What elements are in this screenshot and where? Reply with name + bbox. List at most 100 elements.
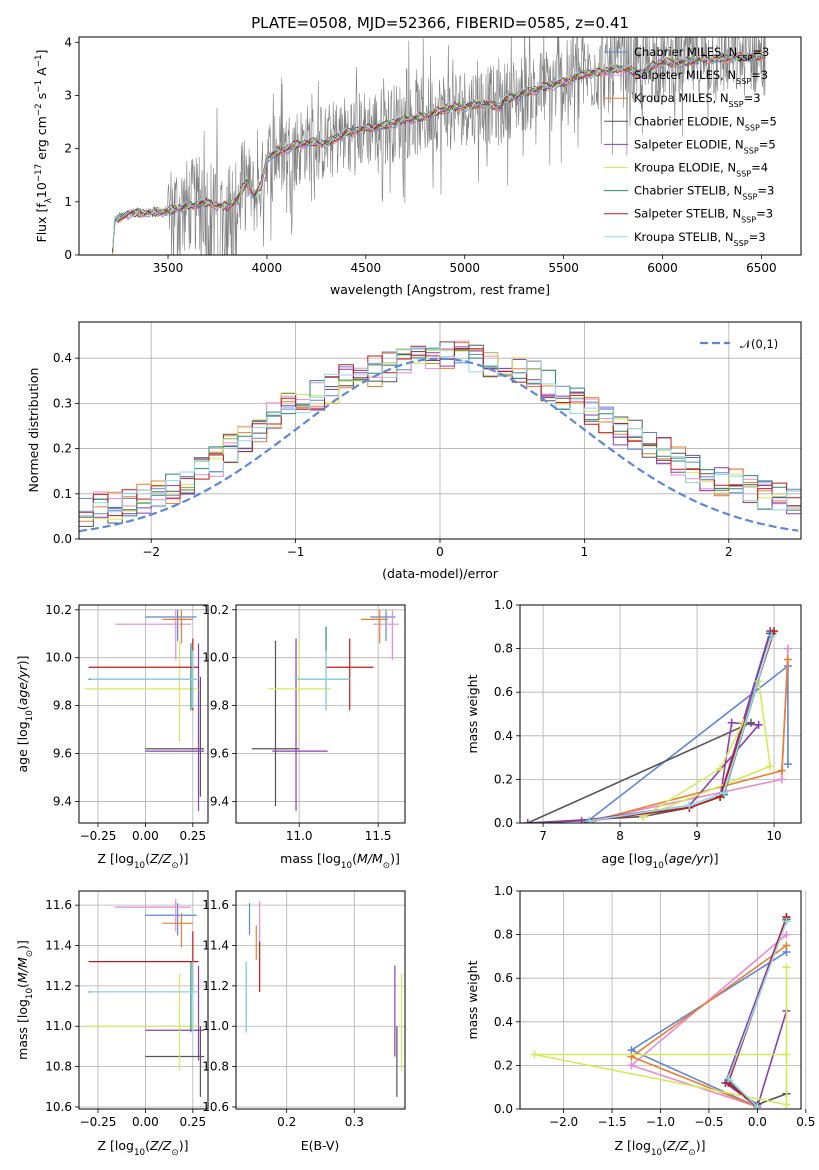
y-tick-label: 0.4: [494, 729, 513, 743]
weight-marker: [782, 917, 791, 926]
y-tick-label: 11.2: [45, 979, 72, 993]
gaussian-curve: [79, 357, 799, 533]
mass-vs-EBV-frame: [235, 890, 406, 1110]
y-tick-label: 0.2: [53, 442, 72, 456]
mass-vs-EBV-plot-area: [245, 901, 403, 1097]
weight-marker: [720, 788, 729, 797]
x-tick-label: 8: [616, 829, 624, 843]
x-tick-label: −0.25: [80, 1115, 117, 1129]
x-tick-label: 0.00: [132, 829, 159, 843]
spectrum-frame: [78, 36, 802, 256]
hist-kroupa-stelib: [79, 346, 801, 513]
x-tick-label: 4500: [351, 261, 382, 275]
hist-salpeter-miles: [79, 340, 801, 517]
y-tick-label: 2: [64, 142, 72, 156]
weight-vs-age-frame: [519, 604, 802, 824]
legend-entry: Salpeter ELODIE, NSSP=5: [634, 137, 776, 155]
legend-entry: Chabrier STELIB, NSSP=3: [634, 184, 774, 202]
weight-marker: [585, 816, 594, 823]
weight-line: [527, 630, 771, 823]
age-vs-Z-plot-area: [84, 609, 205, 812]
x-tick-label: 1: [581, 545, 589, 559]
weight-vs-Z-axes: [516, 890, 807, 1113]
legend-entry: Chabrier MILES, NSSP=3: [634, 45, 769, 63]
x-tick-label: −1: [287, 545, 305, 559]
y-axis-label: mass weight: [465, 674, 480, 753]
residuals-axes: [75, 321, 802, 543]
y-axis-label: mass weight: [465, 960, 480, 1039]
y-tick-label: 0.6: [494, 971, 513, 985]
x-axis-label: E(B-V): [301, 1138, 340, 1153]
hist-ylabel: Normed distribution: [26, 368, 41, 493]
spectrum-xlabel: wavelength [Angstrom, rest frame]: [330, 282, 550, 297]
y-tick-label: 1.0: [494, 884, 513, 898]
age-vs-mass-plot-area: [251, 609, 399, 812]
model-kroupa-stelib: [112, 50, 766, 249]
spectrum-axes: [75, 36, 802, 259]
y-tick-label: 3: [64, 88, 72, 102]
hist-xlabel: (data-model)/error: [382, 566, 499, 581]
weight-line: [724, 916, 788, 1109]
weight-marker: [782, 963, 791, 972]
x-tick-label: 6000: [647, 261, 678, 275]
weight-line: [534, 967, 788, 1106]
x-tick-label: 0.2: [277, 1115, 296, 1129]
y-tick-label: 0.3: [53, 396, 72, 410]
y-tick-label: 9.6: [210, 747, 229, 761]
x-tick-label: 7: [539, 829, 547, 843]
y-tick-label: 9.6: [53, 747, 72, 761]
weight-marker: [727, 718, 736, 727]
observed-spectrum: [112, 37, 766, 255]
weight-marker: [753, 1102, 762, 1109]
hist-chabrier-elodie: [79, 341, 801, 527]
y-tick-label: 11.2: [202, 979, 229, 993]
age-vs-Z-axes: [75, 604, 209, 827]
mass-vs-Z-plot-area: [84, 899, 205, 1097]
x-tick-label: 0.00: [132, 1115, 159, 1129]
legend-entry: Salpeter STELIB, NSSP=3: [634, 207, 773, 225]
weight-marker: [782, 941, 791, 950]
age-vs-Z-frame: [78, 604, 209, 824]
y-tick-label: 0.0: [53, 532, 72, 546]
legend-entry: Kroupa MILES, NSSP=3: [634, 91, 761, 109]
x-axis-label: mass [log10(M/M⊙)]: [280, 851, 400, 871]
hist-kroupa-elodie: [79, 348, 801, 520]
weight-line: [527, 633, 771, 823]
x-tick-label: 0.5: [796, 1115, 815, 1129]
weight-marker: [770, 627, 779, 636]
weight-marker: [767, 631, 776, 640]
weight-marker: [783, 760, 792, 769]
x-tick-label: 0: [436, 545, 444, 559]
y-tick-label: 11.6: [202, 898, 229, 912]
y-tick-label: 11.0: [202, 1019, 229, 1033]
y-tick-label: 10.6: [45, 1100, 72, 1114]
x-tick-label: 3500: [153, 261, 184, 275]
mass-vs-Z-frame: [78, 890, 209, 1110]
x-tick-label: 6500: [746, 261, 777, 275]
y-axis-label: age [log10(age/yr)]: [15, 655, 35, 772]
mass-vs-EBV-axes: [232, 890, 406, 1113]
weight-marker: [627, 1061, 636, 1070]
y-tick-label: 1.0: [494, 598, 513, 612]
weight-marker: [523, 819, 532, 823]
x-tick-label: 0.3: [345, 1115, 364, 1129]
legend-entry: 𝒩(0,1): [740, 337, 778, 351]
x-tick-label: 2: [725, 545, 733, 559]
spectrum-plot-area: [112, 37, 766, 255]
x-tick-label: 11.5: [365, 829, 392, 843]
y-tick-label: 0.0: [494, 816, 513, 830]
x-tick-label: 0.25: [179, 1115, 206, 1129]
weight-line: [589, 635, 773, 822]
weight-marker: [754, 720, 763, 729]
weight-vs-age-plot-area: [523, 627, 792, 823]
y-axis-label: mass [log10(M/M⊙)]: [15, 940, 35, 1060]
y-tick-label: 10.0: [202, 651, 229, 665]
x-axis-label: age [log10(age/yr)]: [601, 851, 718, 871]
y-tick-label: 0.4: [494, 1015, 513, 1029]
x-axis-label: Z [log10(Z/Z⊙)]: [98, 851, 189, 871]
weight-marker: [716, 764, 725, 773]
y-tick-label: 11.4: [45, 939, 72, 953]
x-tick-label: 5000: [449, 261, 480, 275]
x-tick-label: −1.5: [597, 1115, 626, 1129]
